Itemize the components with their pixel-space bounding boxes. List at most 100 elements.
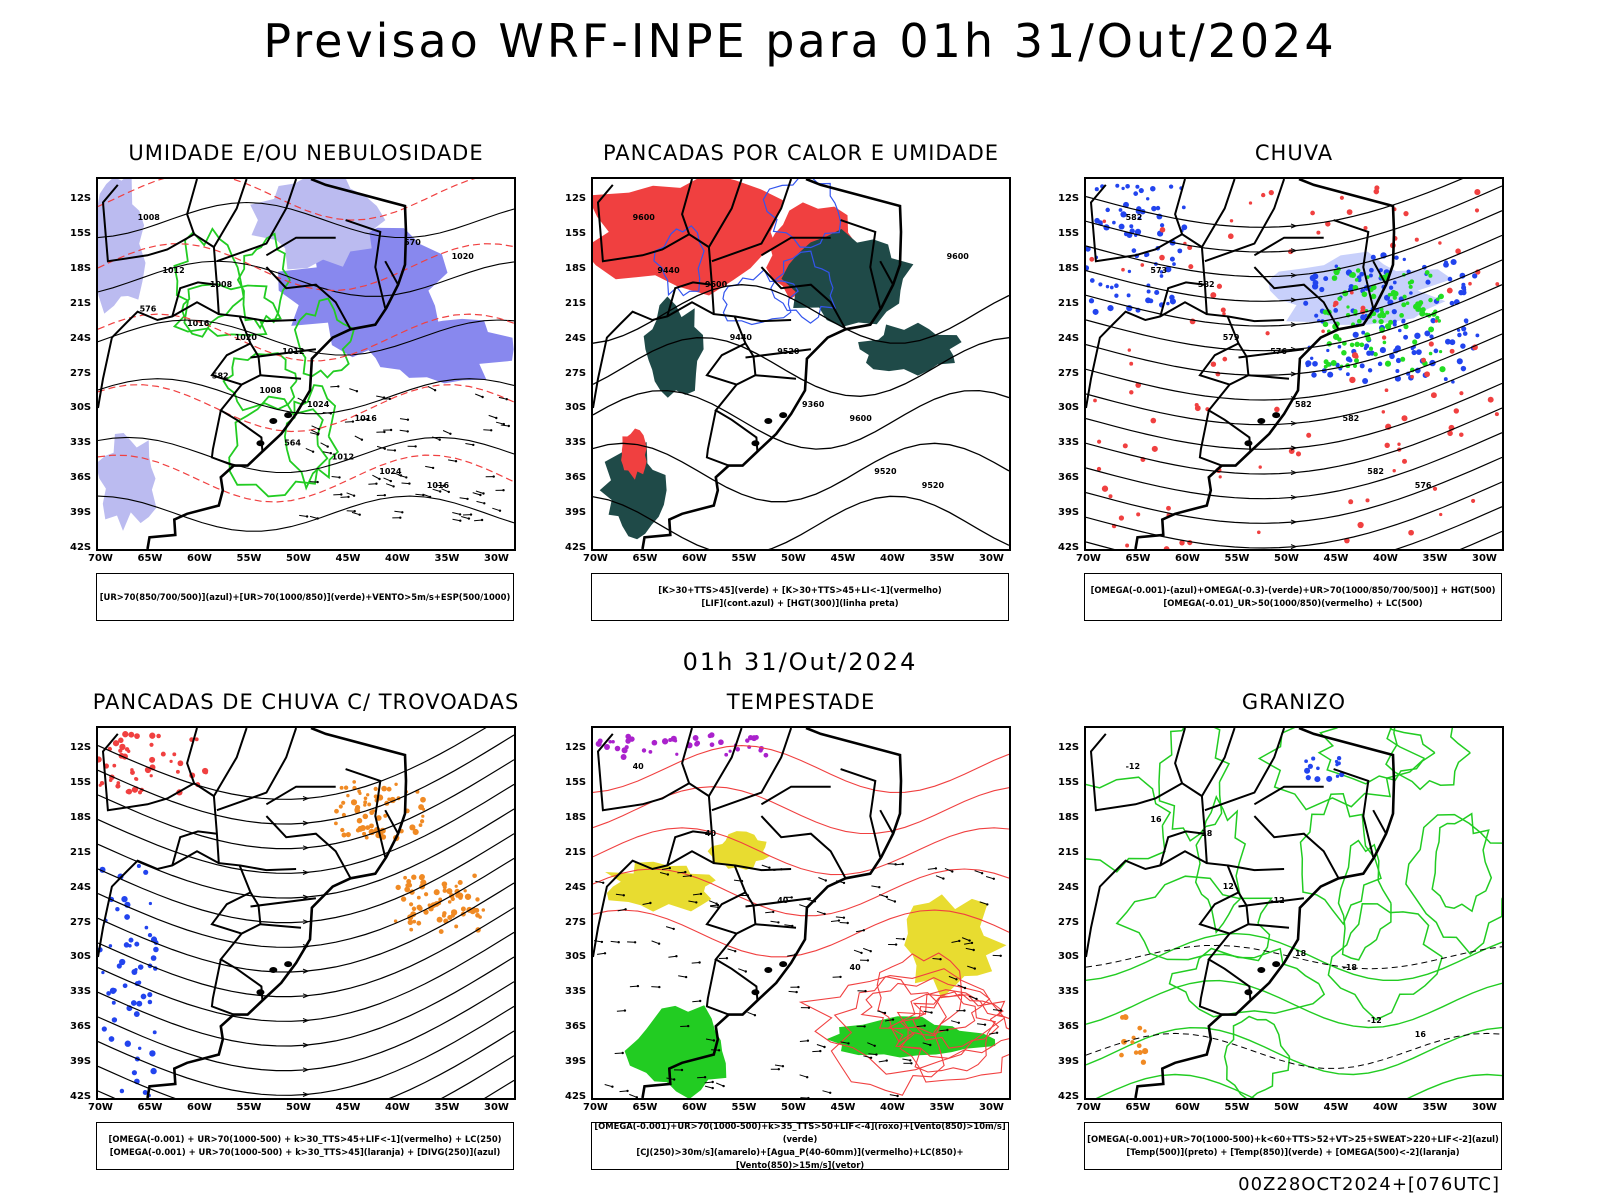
thunder-orange-point [475, 897, 480, 902]
rain-red-point [1227, 233, 1234, 240]
country-border [705, 959, 730, 1016]
contour-label: 576 [1415, 481, 1432, 490]
omega-point [1370, 254, 1376, 260]
rain-red-point [1248, 201, 1253, 205]
rain-red-point [1384, 442, 1390, 448]
wind-vector [344, 421, 353, 423]
country-border [171, 830, 218, 866]
pressure-isobar [98, 378, 514, 415]
omega-point [1114, 293, 1119, 298]
wind-vector-head [777, 1068, 780, 1071]
omega-strong-point [1322, 309, 1329, 315]
omega-500-point [1137, 1025, 1143, 1031]
lat-tick-label: 12S [565, 742, 587, 753]
wind-vector-head [968, 939, 971, 942]
country-border [1204, 728, 1286, 812]
lat-tick-label: 42S [565, 1091, 587, 1102]
wind-vector-head [414, 445, 417, 448]
coastline [146, 179, 408, 549]
omega-point [1398, 328, 1402, 333]
wind-vector-head [442, 484, 445, 487]
rain-red-point [1348, 499, 1354, 505]
lat-tick-label: 42S [1058, 542, 1080, 553]
legend-line: [LIF](cont.azul) + [HGT(300)](linha pret… [701, 598, 899, 608]
rain-red-point [1403, 210, 1409, 217]
lat-tick-label: 42S [565, 542, 587, 553]
wind-vector [950, 1020, 959, 1024]
lat-tick-label: 15S [565, 776, 587, 788]
wind-vector-head [389, 428, 393, 432]
thunder-orange-point [472, 873, 477, 879]
divergence-point [150, 955, 157, 961]
thunder-red-point [156, 733, 161, 739]
wind-vector [840, 1041, 849, 1044]
omega-point [1406, 269, 1411, 274]
country-border [98, 850, 220, 958]
divergence-point [108, 1036, 115, 1042]
omega-point [1135, 184, 1140, 189]
wind-vector [386, 449, 395, 451]
thunder-red-point [112, 740, 120, 747]
thunder-orange-point [411, 906, 417, 912]
country-border [1086, 301, 1208, 409]
wind-vector [878, 1060, 887, 1063]
wind-vector-head [946, 1028, 949, 1032]
wind-vector-head [777, 921, 780, 924]
thunder-orange-point [454, 924, 459, 929]
thickness-contour [98, 179, 476, 221]
country-border [734, 315, 792, 323]
temp-850-contour [1317, 728, 1436, 785]
wind-vector [448, 459, 457, 462]
rain-red-point [1166, 505, 1171, 511]
legend-line: [OMEGA(-0.001)+UR>70(1000-500)+k>35_TTS>… [594, 1121, 1006, 1144]
omega-strong-point [1428, 297, 1433, 303]
rain-red-point [1179, 540, 1185, 546]
thunder-red-point [134, 733, 140, 739]
omega-point [1088, 298, 1095, 304]
wind-vector-head [680, 1068, 684, 1072]
thunder-orange-point [412, 828, 419, 836]
rain-red-point [1449, 348, 1455, 354]
omega-point [1168, 184, 1174, 189]
wind-vector [691, 962, 700, 964]
wind-vector-head [894, 943, 898, 946]
lon-tick-label: 45W [1323, 1102, 1349, 1113]
wind-vector-head [393, 449, 397, 452]
wind-vector [747, 1011, 756, 1016]
stream-arrow [302, 1042, 310, 1048]
country-border [840, 219, 882, 309]
rain-red-point [1159, 227, 1166, 233]
rain-red-point [1346, 209, 1353, 215]
wind-vector-head [351, 420, 355, 423]
omega-point [1118, 208, 1123, 212]
omega-point [1166, 301, 1170, 306]
thunder-red-point [203, 770, 209, 775]
wind-vector-head [896, 1094, 899, 1098]
thunder-red-point [194, 737, 199, 742]
wind-vector [617, 908, 626, 912]
omega-strong-point [1416, 306, 1422, 312]
legend-line: [UR>70(850/700/500)](azul)+[UR>70(1000/8… [99, 591, 511, 602]
lon-tick-label: 50W [1274, 1102, 1299, 1113]
omega-point [1430, 317, 1436, 324]
country-border [260, 374, 302, 380]
omega-point [1378, 268, 1383, 273]
omega-point [1159, 270, 1164, 274]
lon-tick-label: 50W [286, 553, 311, 564]
country-border [666, 830, 713, 866]
wind-vector-head [734, 950, 737, 953]
omega-point [1333, 308, 1339, 313]
wind-vector-head [875, 1053, 878, 1056]
rain-red-point [1432, 486, 1438, 491]
wind-vector-head [382, 396, 386, 399]
wind-vector-head [698, 961, 701, 964]
rain-red-point [1365, 498, 1370, 503]
omega-point [1379, 347, 1386, 354]
country-border [1089, 733, 1183, 812]
rain-red-point [1447, 430, 1453, 437]
country-border [345, 219, 387, 309]
lat-tick-label: 24S [565, 881, 587, 893]
wind-vector [659, 872, 669, 875]
lat-tick-label: 39S [1058, 507, 1080, 519]
country-border [593, 850, 715, 958]
